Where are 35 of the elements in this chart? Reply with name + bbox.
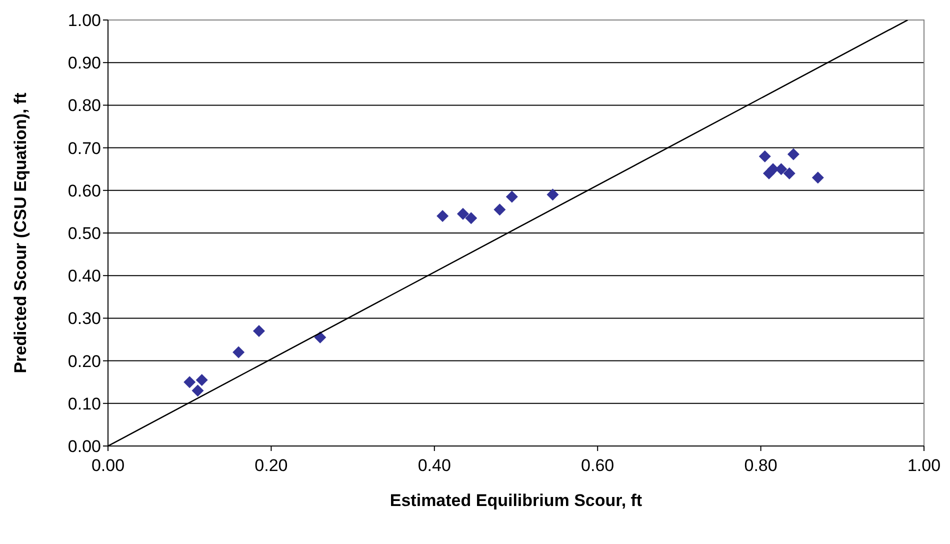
y-tick-label: 0.90 [68,54,101,73]
point [192,384,204,397]
point [506,190,518,203]
point [184,376,196,388]
x-tick-label: 0.20 [254,456,288,476]
x-tick-label: 1.00 [907,456,941,476]
y-tick-label: 0.50 [68,224,101,244]
x-tick-label: 0.80 [744,456,778,476]
point [494,204,506,216]
point [456,208,469,220]
point [232,346,245,358]
y-tick-label: 0.10 [68,394,101,414]
point [314,331,326,344]
point [465,212,478,224]
y-axis-title: Predicted Scour (CSU Equation), ft [11,92,30,374]
y-tick-label: 0.70 [68,138,101,158]
point [546,188,559,201]
point [252,324,265,337]
point [812,172,824,184]
x-axis-title: Estimated Equilibrium Scour, ft [390,491,642,510]
y-tick-label: 0.20 [68,352,101,371]
x-tick-label: 0.00 [91,456,125,476]
x-tick-label: 0.40 [418,456,451,476]
y-tick-label: 0.60 [68,181,101,200]
point [196,374,208,386]
y-tick-label: 0.00 [68,437,101,456]
point [758,150,771,162]
y-tick-label: 1.00 [68,11,101,30]
y-tick-label: 0.30 [68,309,101,328]
x-tick-label: 0.60 [581,456,614,476]
y-tick-label: 0.40 [68,266,101,286]
point [783,167,796,180]
y-tick-label: 0.80 [68,96,101,116]
point [787,148,800,160]
point [436,210,449,222]
